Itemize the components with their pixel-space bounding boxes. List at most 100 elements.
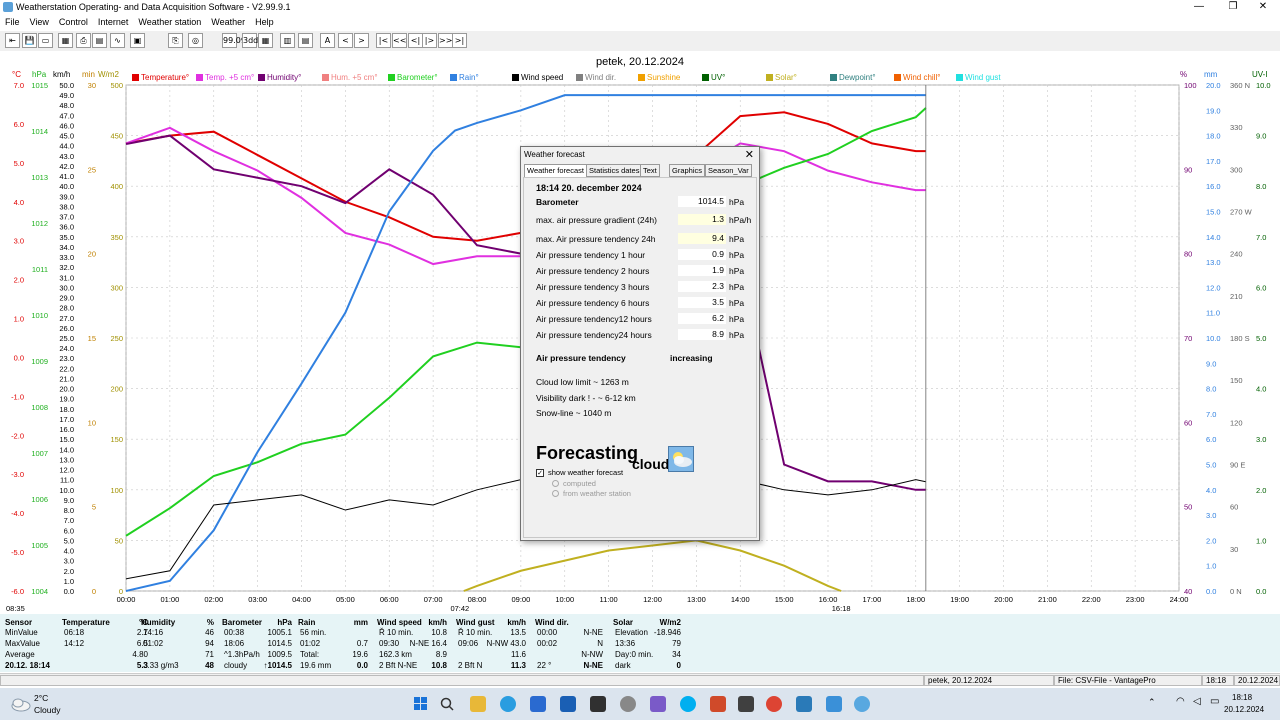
legend-item[interactable]: Wind gust: [956, 73, 1001, 82]
stats-value-windspeed: N-NE 16.4: [409, 639, 447, 648]
tab-season-var[interactable]: Season_Var: [705, 164, 752, 177]
kmh-tick-label: 39.0: [59, 192, 74, 201]
app-icon-5[interactable]: [796, 696, 812, 712]
toolbar-button-5[interactable]: ▤: [92, 33, 107, 48]
toolbar-button-9[interactable]: ◎: [188, 33, 203, 48]
legend-item[interactable]: Solar°: [766, 73, 797, 82]
toolbar-button-10[interactable]: 99.09: [222, 33, 246, 48]
chrome-icon[interactable]: [766, 696, 782, 712]
clock-time[interactable]: 18:18: [1232, 693, 1253, 702]
store-icon[interactable]: [530, 696, 546, 712]
minimize-button[interactable]: —: [1194, 1, 1204, 12]
forecast-row-value: 6.2: [678, 313, 726, 324]
toolbar-button-17[interactable]: >: [354, 33, 369, 48]
toolbar-button-12[interactable]: ▦: [258, 33, 273, 48]
toolbar-button-22[interactable]: >>: [438, 33, 453, 48]
wifi-icon[interactable]: ◠: [1176, 696, 1185, 707]
forecast-row-unit: hPa: [729, 330, 745, 340]
legend-swatch: [322, 74, 329, 81]
windows-start-icon[interactable]: [414, 697, 428, 711]
toolbar-button-20[interactable]: <|: [408, 33, 423, 48]
menu-view[interactable]: View: [29, 17, 49, 27]
volume-icon[interactable]: ◁: [1193, 696, 1201, 707]
tab-weather-forecast[interactable]: Weather forecast: [524, 164, 587, 178]
from-station-radio[interactable]: [552, 490, 559, 497]
legend-item[interactable]: Rain°: [450, 73, 479, 82]
toolbar-button-2[interactable]: ▭: [38, 33, 53, 48]
legend-item[interactable]: Sunshine: [638, 73, 680, 82]
status-time: 18:18: [1202, 675, 1234, 686]
skype-icon[interactable]: [680, 696, 696, 712]
terminal-icon[interactable]: [590, 696, 606, 712]
stats-unit-rain: mm: [353, 618, 368, 627]
toolbar-button-15[interactable]: A: [320, 33, 335, 48]
taskbar-weather-temp[interactable]: 2°C: [34, 693, 49, 703]
computed-radio[interactable]: [552, 480, 559, 487]
legend-item[interactable]: Temp. +5 cm°: [196, 73, 254, 82]
stats-header-winddir: Wind dir.: [535, 618, 569, 627]
stats-header-windgust: Wind gust: [456, 618, 495, 627]
menu-control[interactable]: Control: [58, 17, 88, 27]
menu-internet[interactable]: Internet: [97, 17, 129, 27]
legend-item[interactable]: Wind dir.: [576, 73, 616, 82]
legend-item[interactable]: Wind chill°: [894, 73, 940, 82]
toolbar-button-23[interactable]: >|: [452, 33, 467, 48]
toolbar-button-11[interactable]: 3ddc: [242, 33, 263, 48]
kmh-tick-label: 4.0: [64, 547, 74, 556]
show-forecast-checkbox[interactable]: ✓: [536, 469, 544, 477]
legend-item[interactable]: Hum. +5 cm°: [322, 73, 378, 82]
toolbar-button-21[interactable]: |>: [422, 33, 437, 48]
legend-item[interactable]: UV°: [702, 73, 725, 82]
legend-item[interactable]: Dewpoint°: [830, 73, 876, 82]
app-icon-4[interactable]: [738, 696, 754, 712]
clock-date[interactable]: 20.12.2024: [1224, 705, 1265, 714]
tab-statistics-dates[interactable]: Statistics dates: [586, 164, 643, 177]
uv-tick-label: 2.0: [1256, 486, 1266, 495]
legend-item[interactable]: Wind speed: [512, 73, 563, 82]
toolbar-button-14[interactable]: ▤: [298, 33, 313, 48]
toolbar-button-6[interactable]: ∿: [110, 33, 125, 48]
mm-tick-label: 13.0: [1206, 258, 1221, 267]
forecast-row-value: 1.3: [678, 214, 726, 225]
search-icon[interactable]: [440, 697, 454, 711]
outlook-icon[interactable]: [560, 696, 576, 712]
maximize-button[interactable]: ❐: [1228, 1, 1238, 12]
forecast-row-unit: hPa: [729, 250, 745, 260]
tab-text[interactable]: Text: [640, 164, 660, 177]
toolbar-button-16[interactable]: <: [338, 33, 353, 48]
toolbar-button-0[interactable]: ⇤: [5, 33, 20, 48]
toolbar-button-8[interactable]: ⎘: [168, 33, 183, 48]
app-icon-3[interactable]: [710, 696, 726, 712]
stats-cell-rain: 19.6 mm: [300, 661, 332, 670]
tab-graphics[interactable]: Graphics: [669, 164, 706, 177]
menu-file[interactable]: File: [5, 17, 20, 27]
menu-weather-station[interactable]: Weather station: [138, 17, 202, 27]
kmh-tick-label: 20.0: [59, 385, 74, 394]
edge-icon[interactable]: [500, 696, 516, 712]
app-icon-2[interactable]: [650, 696, 666, 712]
file-explorer-icon[interactable]: [470, 696, 486, 712]
status-date2: 20.12.2024: [1234, 675, 1280, 686]
toolbar-button-3[interactable]: ▦: [58, 33, 73, 48]
toolbar-button-4[interactable]: ⎙: [76, 33, 91, 48]
toolbar-button-18[interactable]: |<: [376, 33, 391, 48]
menu-weather[interactable]: Weather: [211, 17, 246, 27]
toolbar-button-7[interactable]: ▣: [130, 33, 145, 48]
hour-tick-label: 19:00: [950, 595, 969, 604]
dialog-close-button[interactable]: ✕: [744, 149, 754, 161]
legend-item[interactable]: Barometer°: [388, 73, 438, 82]
app-icon-6[interactable]: [826, 696, 842, 712]
close-button[interactable]: ✕: [1258, 1, 1268, 12]
legend-item[interactable]: Temperature°: [132, 73, 189, 82]
menu-help[interactable]: Help: [255, 17, 274, 27]
weather-app-icon[interactable]: [854, 696, 870, 712]
taskbar-weather-desc[interactable]: Cloudy: [34, 705, 61, 715]
toolbar-button-1[interactable]: 💾: [22, 33, 37, 48]
toolbar-button-19[interactable]: <<: [392, 33, 407, 48]
battery-icon[interactable]: ▭: [1210, 696, 1220, 707]
tray-chevron-icon[interactable]: ⌃: [1148, 697, 1156, 707]
stats-value-windspeed: 8.9: [435, 650, 447, 659]
toolbar-button-13[interactable]: ▥: [280, 33, 295, 48]
legend-item[interactable]: Humidity°: [258, 73, 301, 82]
settings-icon[interactable]: [620, 696, 636, 712]
